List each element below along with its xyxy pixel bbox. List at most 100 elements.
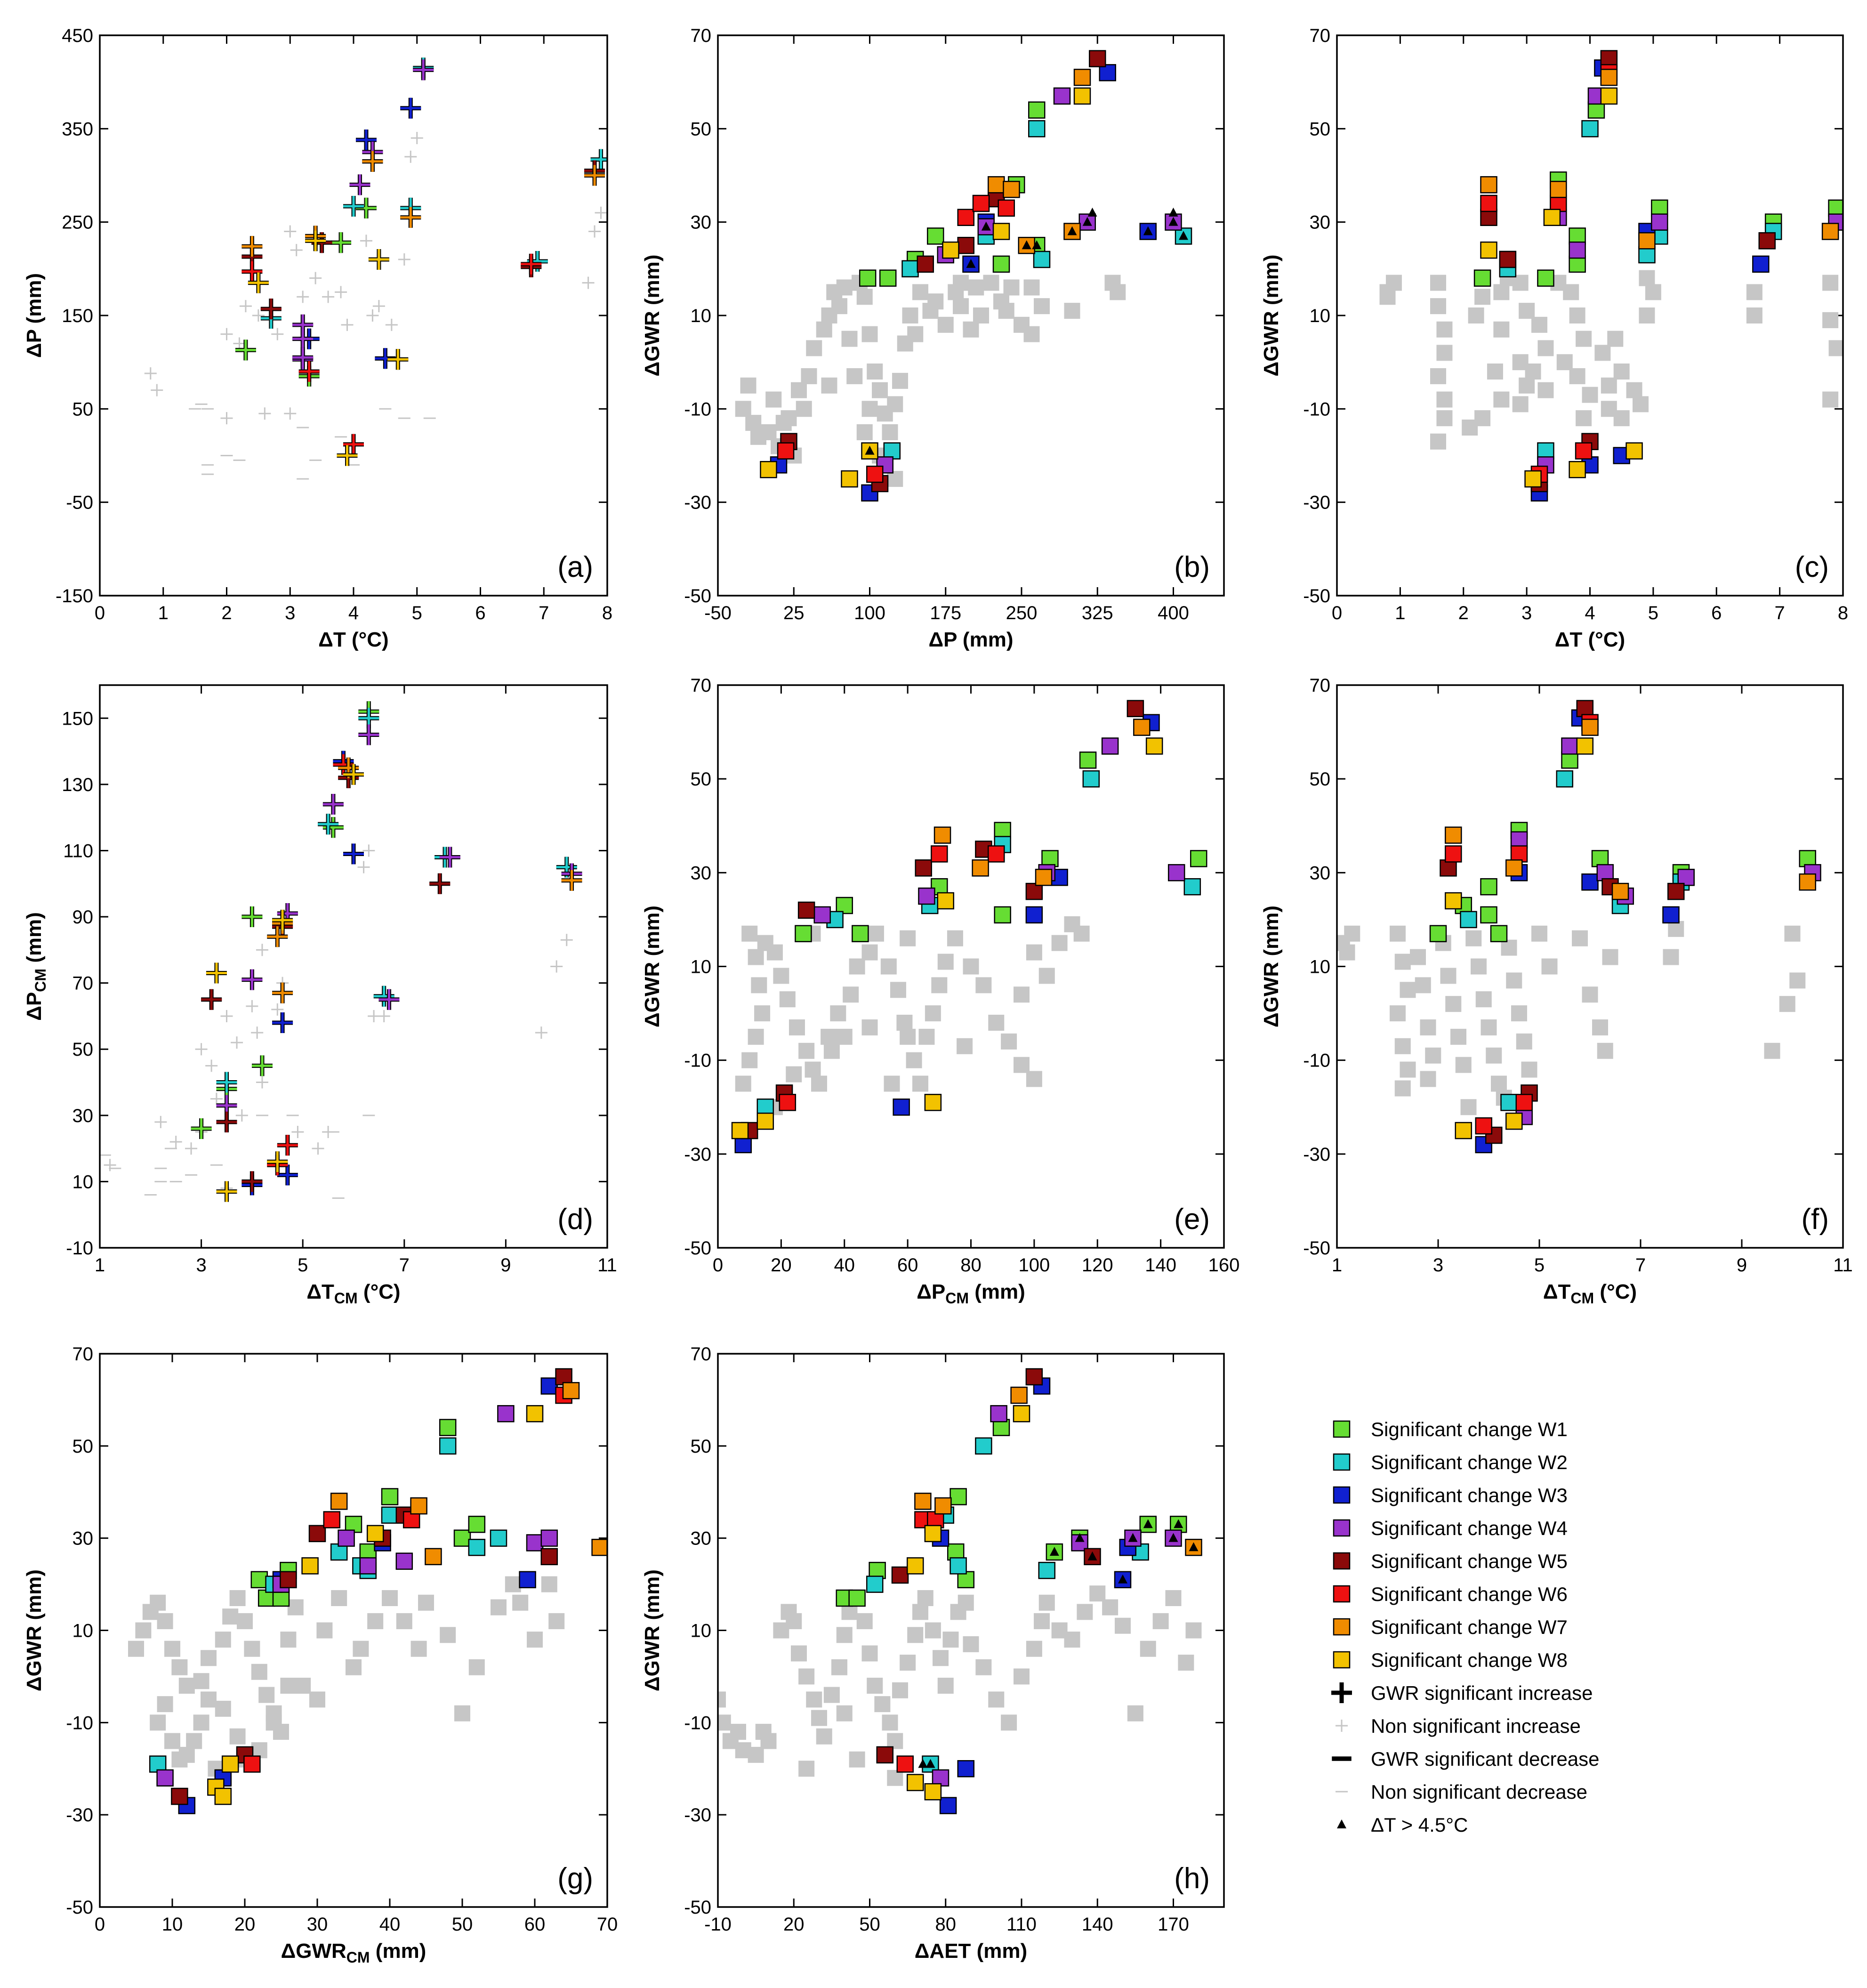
data-point <box>491 1599 507 1616</box>
y-tick-label: -10 <box>66 1238 93 1259</box>
y-tick-label: 70 <box>72 973 94 994</box>
y-tick-label: 30 <box>691 1528 712 1549</box>
x-tick-label: 20 <box>783 1914 805 1935</box>
data-point <box>912 1075 928 1092</box>
y-tick-label: 130 <box>62 775 93 795</box>
data-point <box>229 1728 246 1745</box>
series-w8 <box>206 764 364 1202</box>
data-point <box>1638 232 1656 250</box>
data-point <box>957 209 974 226</box>
data-point <box>786 1613 802 1629</box>
data-point <box>439 1419 457 1436</box>
data-point <box>1082 217 1092 226</box>
data-point <box>216 1072 237 1093</box>
data-point <box>849 1751 865 1768</box>
data-point <box>1512 396 1529 412</box>
data-point <box>1822 391 1839 408</box>
data-point <box>359 1557 377 1575</box>
x-tick-label: 5 <box>1648 603 1658 623</box>
plot-frame-d <box>99 684 608 1249</box>
data-point <box>1471 958 1487 975</box>
data-point <box>309 272 322 284</box>
y-tick-label: 70 <box>691 1344 712 1365</box>
data-point <box>1480 878 1497 896</box>
data-point <box>901 260 919 278</box>
data-point <box>100 1154 111 1156</box>
x-tick-label: 7 <box>1635 1255 1646 1276</box>
data-point <box>291 1125 304 1138</box>
data-point <box>429 873 451 894</box>
data-point <box>1400 982 1416 998</box>
ticks-g: 0 10 20 30 40 50 60 70 -50 -30 -10 10 30 50 70 <box>66 1344 618 1935</box>
data-point <box>791 1645 807 1662</box>
data-point <box>341 318 354 331</box>
data-point <box>1034 298 1050 315</box>
data-point <box>280 1571 297 1589</box>
data-point <box>830 1005 846 1022</box>
data-point <box>1594 345 1611 361</box>
series-w4 <box>156 1405 558 1787</box>
data-point <box>953 275 969 291</box>
x-tick-label: 20 <box>234 1914 256 1935</box>
y-tick-label: 10 <box>72 1172 94 1192</box>
data-point <box>1493 321 1510 338</box>
data-point <box>939 1797 957 1814</box>
data-point <box>1168 207 1178 217</box>
x-tick-label: 9 <box>500 1255 511 1276</box>
ticks-f: 1 3 5 7 9 11 -50 -30 -10 10 30 50 70 <box>1303 675 1853 1276</box>
data-point <box>963 958 979 975</box>
data-point <box>1581 719 1599 736</box>
legend-item-W6: Significant change W6 <box>1333 1583 1568 1605</box>
y-tick-label: -30 <box>1303 493 1330 513</box>
x-tick-label: 20 <box>771 1255 792 1276</box>
data-point <box>1115 1617 1131 1634</box>
data-point <box>836 897 853 914</box>
y-tick-label: 30 <box>691 212 712 233</box>
y-tick-label: 150 <box>62 306 93 326</box>
data-point <box>1460 1099 1477 1115</box>
data-point <box>1626 442 1643 460</box>
data-point <box>1038 1561 1055 1579</box>
data-point <box>144 1194 157 1196</box>
data-point <box>272 910 293 931</box>
series-non-significant <box>128 1576 565 1777</box>
data-point <box>347 464 360 466</box>
data-point <box>975 1659 992 1675</box>
data-point <box>1110 284 1126 300</box>
data-point <box>343 764 364 785</box>
panel-e: 0 20 40 60 80 100 120 140 160 -50 -30 -10 10 30 50 70 (e… <box>641 675 1239 1307</box>
data-point <box>378 1010 390 1022</box>
data-point <box>1576 737 1593 755</box>
x-tick-label: 80 <box>960 1255 982 1276</box>
data-point <box>387 349 409 370</box>
data-point <box>836 1705 853 1721</box>
data-point <box>295 1678 311 1694</box>
data-point <box>1429 925 1447 943</box>
x-tick-label: 80 <box>935 1914 957 1935</box>
plot-frame-c <box>1336 34 1844 597</box>
data-point <box>1379 289 1396 305</box>
y-tick-label: 50 <box>1310 119 1331 139</box>
points-f <box>1337 700 1821 1154</box>
data-point <box>1183 878 1201 896</box>
y-tick-label: 30 <box>1310 863 1331 883</box>
data-point <box>220 412 233 425</box>
data-point <box>953 298 969 315</box>
series-non-significant <box>735 275 1126 487</box>
data-point <box>1049 1547 1059 1556</box>
x-tick-label: 7 <box>539 603 549 623</box>
data-point <box>917 255 934 273</box>
data-point <box>843 986 859 1003</box>
data-point <box>164 1641 180 1657</box>
data-point <box>1400 1061 1416 1078</box>
x-tick-label: 60 <box>897 1255 918 1276</box>
x-axis-title: ΔAET (mm) <box>915 1940 1027 1963</box>
y-tick-label: -10 <box>66 1713 93 1733</box>
data-point <box>1167 864 1185 881</box>
data-point <box>1581 873 1599 891</box>
data-point <box>1128 1533 1138 1542</box>
data-point <box>216 1111 237 1132</box>
data-point <box>309 459 322 461</box>
data-point <box>353 1641 369 1657</box>
data-point <box>806 1691 822 1708</box>
